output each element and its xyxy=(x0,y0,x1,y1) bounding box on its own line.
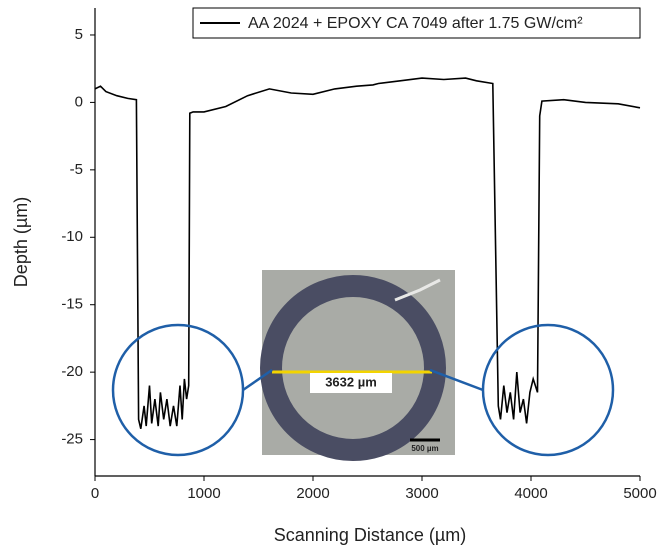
y-tick-label: 5 xyxy=(75,26,83,43)
annotation: 500 µm xyxy=(411,444,438,453)
y-tick-label: -25 xyxy=(61,431,83,448)
y-axis-label: Depth (µm) xyxy=(11,197,31,287)
inset-micrograph xyxy=(260,270,455,461)
x-tick-label: 4000 xyxy=(514,485,547,502)
legend: AA 2024 + EPOXY CA 7049 after 1.75 GW/cm… xyxy=(192,7,641,39)
y-tick-label: -5 xyxy=(70,161,83,178)
legend-label: AA 2024 + EPOXY CA 7049 after 1.75 GW/cm… xyxy=(248,15,583,32)
x-tick-label: 2000 xyxy=(296,485,329,502)
y-tick-label: 0 xyxy=(75,93,83,110)
y-tick-label: -20 xyxy=(61,363,83,380)
data-line xyxy=(94,77,641,429)
y-tick-label: -15 xyxy=(61,296,83,313)
x-tick-label: 5000 xyxy=(623,485,656,502)
y-tick-label: -10 xyxy=(61,228,83,245)
annotation: 3632 µm xyxy=(325,374,377,389)
plot: 0 1000 2000 3000 4000 5000 5 0 -5 -10 -15 -20 -25 xyxy=(61,8,657,502)
x-tick-label: 3000 xyxy=(405,485,438,502)
x-tick-label: 0 xyxy=(91,485,99,502)
zoom-callouts xyxy=(111,323,615,457)
x-tick-label: 1000 xyxy=(187,485,220,502)
x-axis-label: Scanning Distance (µm) xyxy=(274,525,466,545)
